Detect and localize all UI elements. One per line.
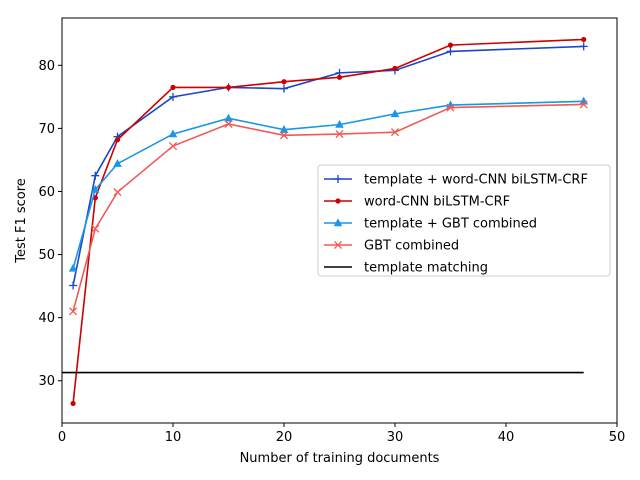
legend-label: template matching	[364, 261, 488, 276]
series-1	[70, 36, 587, 407]
data-point	[69, 281, 78, 290]
data-point	[114, 137, 121, 143]
data-point	[113, 159, 122, 167]
series-line	[72, 103, 584, 312]
series-3	[69, 100, 588, 316]
data-point	[69, 307, 78, 316]
legend-item: word-CNN biLSTM-CRF	[324, 195, 510, 210]
data-point	[446, 103, 455, 112]
data-point	[113, 188, 122, 197]
data-point	[224, 113, 233, 122]
data-point	[336, 74, 343, 80]
data-point	[579, 42, 588, 51]
y-tick-label: 30	[38, 374, 55, 389]
data-point	[68, 263, 78, 272]
legend-marker	[333, 240, 343, 250]
data-point	[91, 171, 100, 180]
data-point	[168, 129, 178, 138]
plot-frame	[61, 17, 618, 424]
data-point	[446, 47, 455, 56]
data-point	[581, 36, 587, 43]
x-tick-label: 40	[498, 430, 515, 445]
data-point	[281, 79, 287, 85]
legend-label: template + GBT combined	[364, 217, 537, 232]
legend-marker	[334, 175, 342, 183]
data-point	[170, 84, 176, 90]
legend-item: template + word-CNN biLSTM-CRF	[324, 173, 588, 188]
data-point	[169, 92, 177, 101]
series-line	[72, 38, 584, 404]
data-point	[579, 100, 588, 109]
data-point	[335, 130, 344, 139]
data-point	[280, 84, 288, 93]
y-tick-label: 40	[38, 311, 55, 326]
legend-label: word-CNN biLSTM-CRF	[364, 195, 510, 210]
y-axis-label: Test F1 score	[14, 178, 29, 264]
legend-marker	[335, 198, 341, 204]
data-point	[447, 42, 454, 48]
legend-box	[317, 164, 611, 277]
x-axis-label: Number of training documents	[240, 451, 440, 466]
data-point	[392, 65, 398, 72]
y-tick-label: 70	[38, 122, 55, 137]
legend-label: GBT combined	[364, 239, 459, 254]
data-point	[225, 84, 232, 90]
data-point	[168, 142, 178, 151]
legend-item: template + GBT combined	[324, 217, 537, 232]
legend: template + word-CNN biLSTM-CRF word-CNN b…	[317, 164, 611, 277]
data-point	[390, 128, 400, 137]
data-point	[335, 120, 344, 128]
y-tick-label: 80	[38, 59, 55, 74]
data-point	[279, 131, 289, 140]
x-tick-label: 0	[58, 430, 66, 445]
x-tick-label: 20	[276, 430, 293, 445]
series-line	[72, 100, 584, 269]
y-tick-label: 60	[38, 185, 55, 200]
y-tick-label: 50	[38, 248, 55, 263]
data-point	[91, 224, 100, 233]
series-0	[69, 42, 588, 290]
data-point	[224, 119, 233, 129]
legend-marker	[333, 218, 343, 227]
legend-label: template + word-CNN biLSTM-CRF	[364, 173, 588, 188]
data-point	[91, 184, 100, 193]
legend-item: template matching	[324, 261, 488, 276]
data-point	[279, 125, 289, 133]
data-point	[390, 109, 400, 118]
x-tick-label: 50	[609, 430, 626, 445]
x-tick-label: 10	[165, 430, 182, 445]
series-line	[72, 45, 584, 286]
data-point	[70, 400, 76, 407]
legend-item: GBT combined	[324, 239, 459, 254]
x-tick-label: 30	[387, 430, 404, 445]
